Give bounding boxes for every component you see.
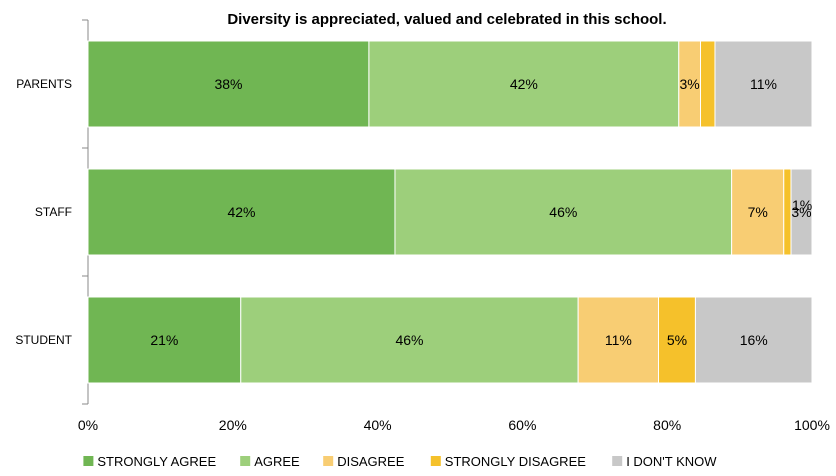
bar-segment xyxy=(658,296,696,384)
chart-data-labels: 38% 42% 3% 11%42% 46% 7% 1%3%21% 46% 11% 5% 16% xyxy=(150,76,812,348)
chart-axes: 0% 20% 40% 60% 80% 100% PARENTS STAFF STUDENT xyxy=(15,19,830,433)
bar-segment xyxy=(783,168,792,256)
bar-segment xyxy=(394,168,733,256)
legend-swatch xyxy=(612,456,623,466)
chart-bars xyxy=(87,40,813,384)
chart-legend: STRONGLY AGREE AGREE DISAGREE STRONGLY DISA… xyxy=(83,454,717,469)
legend-swatch xyxy=(83,456,94,466)
bar-segment xyxy=(240,296,579,384)
x-tick-label: 60% xyxy=(508,417,536,433)
data-label: 46% xyxy=(549,204,577,220)
legend-swatch xyxy=(240,456,251,466)
legend-label: STRONGLY AGREE xyxy=(97,454,216,469)
legend-label: AGREE xyxy=(254,454,300,469)
category-label: STAFF xyxy=(35,205,72,219)
data-label: 11% xyxy=(605,332,632,348)
bar-segment xyxy=(714,40,813,128)
x-tick-label: 20% xyxy=(219,417,247,433)
bar-segment xyxy=(700,40,716,128)
data-label: 46% xyxy=(395,332,423,348)
x-tick-label: 40% xyxy=(364,417,392,433)
x-tick-label: 100% xyxy=(794,417,830,433)
bar-segment xyxy=(87,40,370,128)
data-label: 21% xyxy=(150,332,178,348)
data-label: 1% xyxy=(792,197,812,213)
legend-label: DISAGREE xyxy=(337,454,405,469)
bar-segment xyxy=(731,168,785,256)
bar-segment xyxy=(790,168,813,256)
legend-swatch xyxy=(430,456,441,466)
data-label: 3% xyxy=(791,204,811,220)
bar-segment xyxy=(368,40,680,128)
data-label: 5% xyxy=(667,332,687,348)
data-label: 11% xyxy=(750,76,777,92)
data-label: 7% xyxy=(748,204,768,220)
legend-swatch xyxy=(323,456,334,466)
x-tick-label: 0% xyxy=(78,417,98,433)
category-label: STUDENT xyxy=(15,333,72,347)
data-label: 42% xyxy=(227,204,255,220)
category-label: PARENTS xyxy=(16,77,72,91)
data-label: 3% xyxy=(680,76,700,92)
x-tick-label: 80% xyxy=(653,417,681,433)
data-label: 16% xyxy=(740,332,768,348)
legend-label: I DON'T KNOW xyxy=(626,454,717,469)
data-label: 42% xyxy=(510,76,538,92)
legend-label: STRONGLY DISAGREE xyxy=(445,454,586,469)
chart-title: Diversity is appreciated, valued and cel… xyxy=(227,11,666,28)
data-label: 38% xyxy=(214,76,242,92)
bar-segment xyxy=(694,296,813,384)
bar-segment xyxy=(87,168,396,256)
bar-segment xyxy=(87,296,242,384)
